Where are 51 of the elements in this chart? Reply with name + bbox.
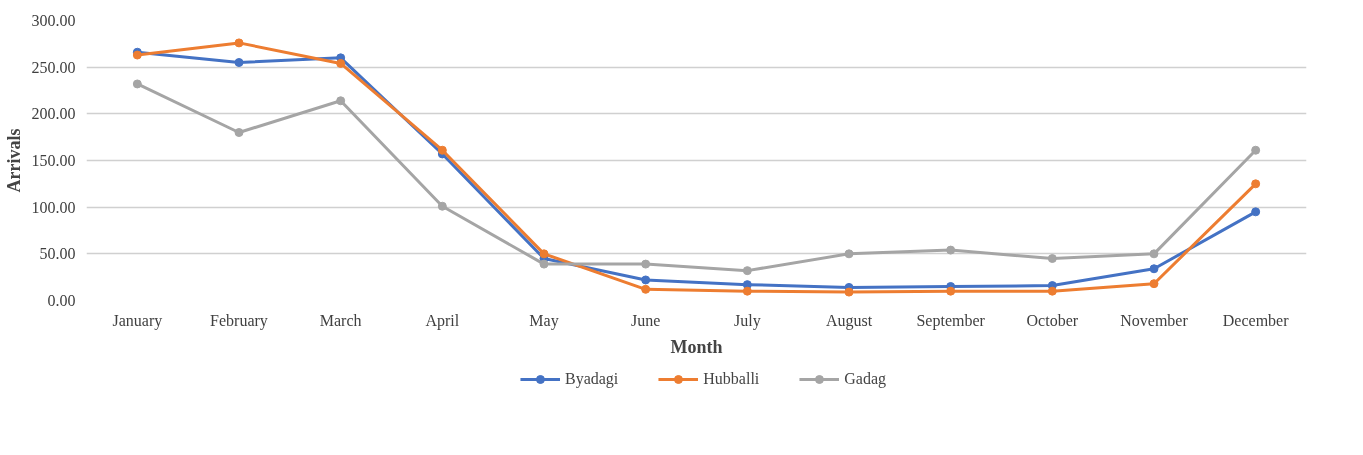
- point: [742, 286, 752, 296]
- x-axis-title: Month: [670, 336, 723, 357]
- x-tick-label: August: [825, 311, 873, 330]
- x-tick-label: June: [631, 311, 661, 329]
- x-tick-label: November: [1120, 311, 1189, 329]
- point: [1149, 279, 1159, 289]
- point: [641, 284, 651, 294]
- point: [1047, 286, 1057, 296]
- point: [641, 275, 651, 285]
- point: [234, 128, 244, 137]
- y-tick-label: 50.00: [39, 245, 76, 263]
- point: [336, 96, 346, 106]
- legend-label: Byadagi: [564, 370, 619, 388]
- y-tick-label: 150.00: [31, 152, 76, 169]
- x-tick-label: March: [319, 311, 362, 329]
- point: [1047, 254, 1057, 263]
- y-tick-label: 200.00: [31, 105, 76, 123]
- point: [946, 286, 956, 296]
- point: [844, 249, 854, 259]
- point: [844, 287, 854, 297]
- x-tick-label: May: [529, 311, 559, 330]
- point: [1251, 207, 1261, 217]
- legend-label: Hubballi: [703, 370, 760, 388]
- point: [539, 259, 549, 269]
- y-tick-label: 100.00: [31, 198, 76, 216]
- y-tick-label: 250.00: [31, 58, 76, 76]
- point: [1251, 179, 1261, 189]
- point: [437, 145, 447, 155]
- point: [641, 259, 651, 269]
- point: [946, 245, 956, 255]
- y-tick-label: 0.00: [47, 292, 76, 309]
- point: [1149, 264, 1159, 274]
- x-tick-label: September: [916, 311, 986, 330]
- x-tick-label: October: [1026, 311, 1079, 329]
- point: [234, 38, 244, 48]
- x-tick-label: February: [210, 311, 268, 330]
- legend-label: Gadag: [844, 370, 887, 388]
- point: [1251, 145, 1261, 155]
- y-tick-label: 300.00: [31, 12, 76, 29]
- point: [234, 58, 244, 67]
- point: [336, 58, 346, 68]
- point: [132, 79, 142, 89]
- x-tick-label: July: [734, 311, 761, 330]
- point: [539, 249, 549, 259]
- x-tick-label: April: [425, 311, 460, 330]
- y-axis-title: Arrivals: [3, 128, 24, 193]
- point: [742, 266, 752, 276]
- point: [1149, 249, 1159, 259]
- x-tick-label: December: [1222, 311, 1290, 329]
- x-tick-label: January: [112, 311, 163, 330]
- point: [437, 201, 447, 211]
